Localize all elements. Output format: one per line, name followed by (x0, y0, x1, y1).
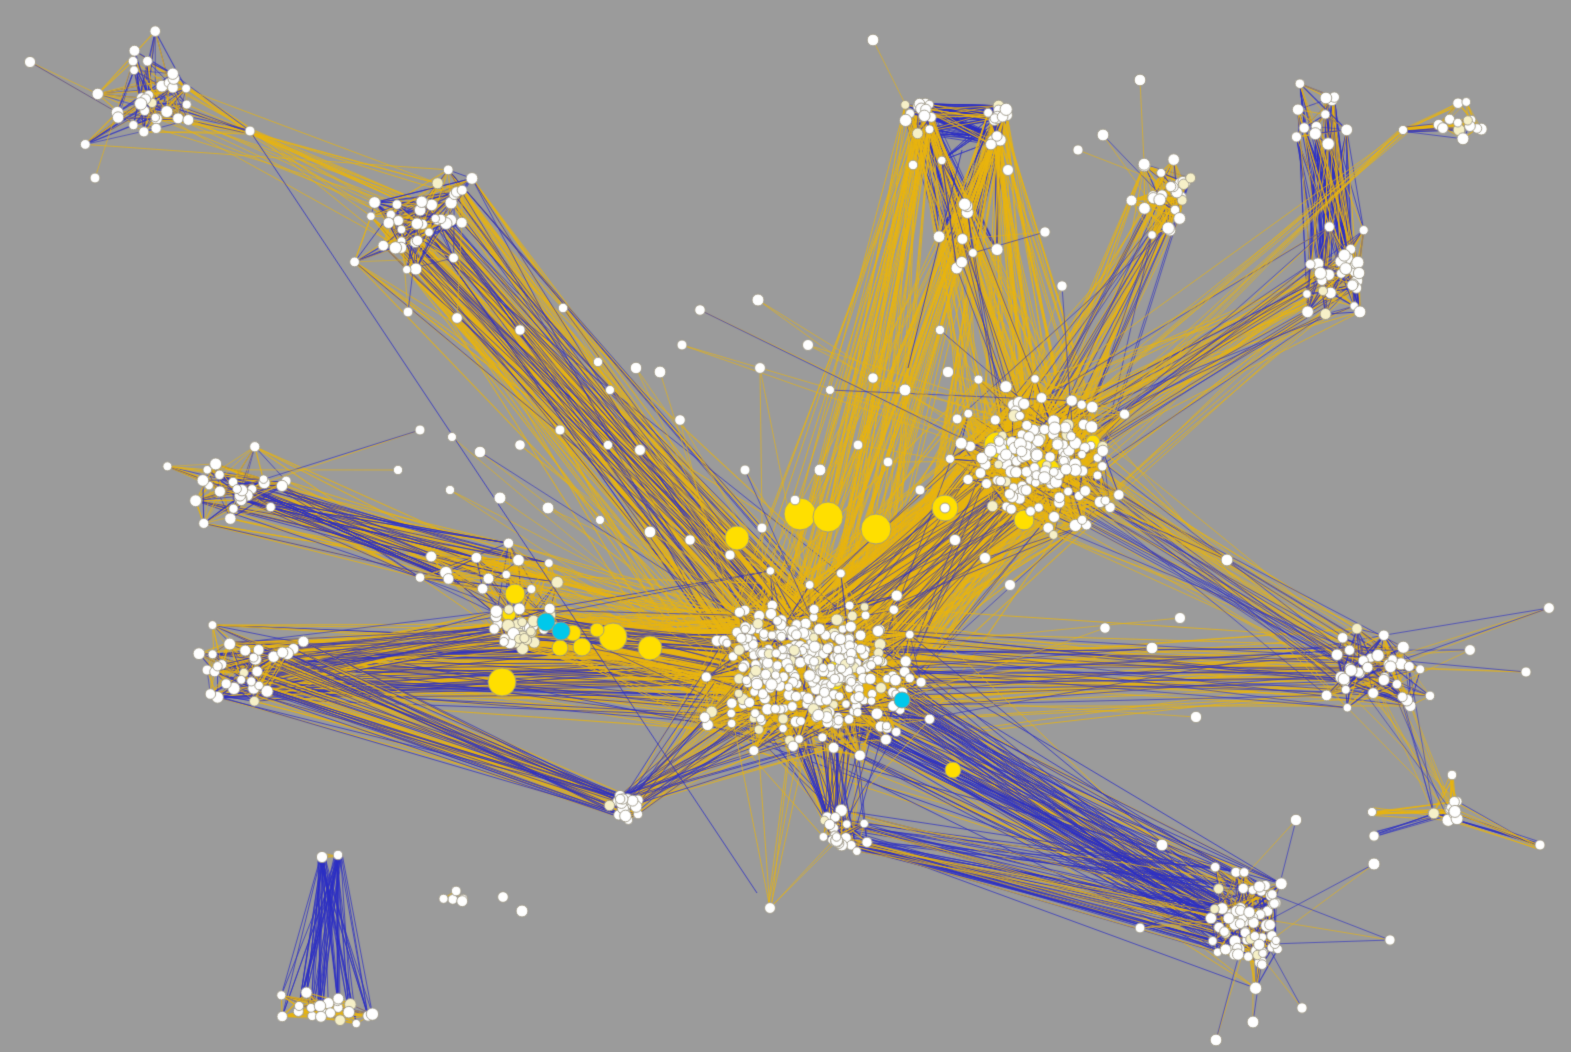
graph-viewport (0, 0, 1571, 1052)
network-graph-canvas[interactable] (0, 0, 1571, 1052)
